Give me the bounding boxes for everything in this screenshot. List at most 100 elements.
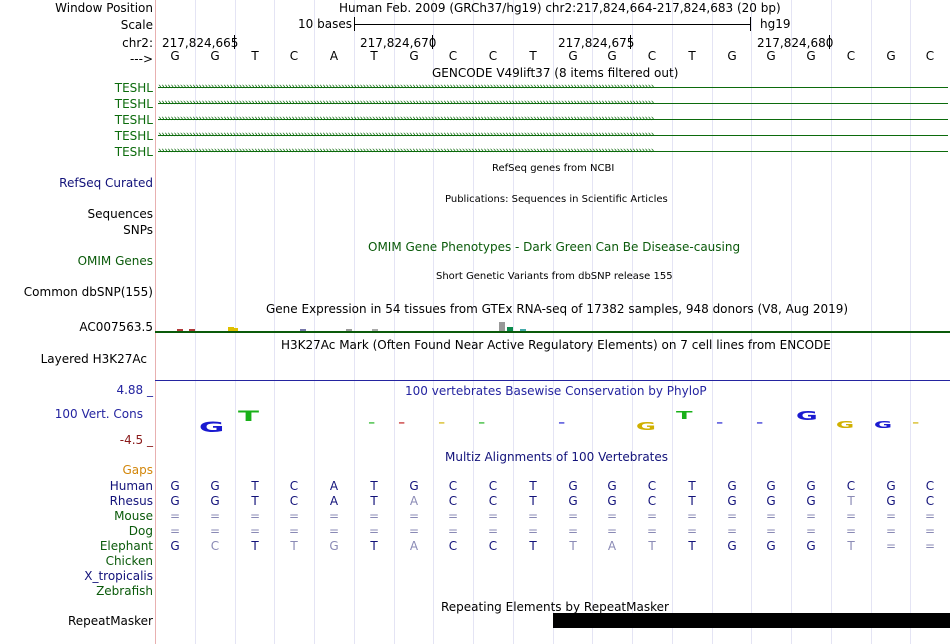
alignment-base: = xyxy=(328,524,340,538)
gencode-item-label[interactable]: TESHL xyxy=(114,129,153,143)
gencode-item-label[interactable]: TESHL xyxy=(114,113,153,127)
refseq-track-title[interactable]: RefSeq genes from NCBI xyxy=(492,163,615,174)
coord-tick xyxy=(432,35,433,49)
base-guide-line xyxy=(751,0,752,644)
alignment-base: = xyxy=(885,524,897,538)
gencode-transcript-line[interactable] xyxy=(158,119,948,120)
alignment-base: = xyxy=(765,509,777,523)
alignment-base: C xyxy=(488,494,498,508)
base-letter: C xyxy=(925,49,935,63)
refseq-track-label[interactable]: RefSeq Curated xyxy=(59,176,153,190)
base-guide-line xyxy=(553,0,554,644)
alignment-base: G xyxy=(766,494,776,508)
h3k27ac-track-title[interactable]: H3K27Ac Mark (Often Found Near Active Re… xyxy=(281,338,831,352)
alignment-base: C xyxy=(925,479,935,493)
phylop-base-glyph: T xyxy=(676,409,693,422)
alignment-base: G xyxy=(607,479,617,493)
gencode-item-label[interactable]: TESHL xyxy=(114,97,153,111)
species-label[interactable]: Elephant xyxy=(99,539,153,553)
alignment-base: C xyxy=(448,494,458,508)
alignment-base: T xyxy=(529,494,537,508)
alignment-base: G xyxy=(568,479,578,493)
gtex-tissue-bar[interactable] xyxy=(232,328,238,331)
alignment-base: T xyxy=(688,479,696,493)
alignment-base: C xyxy=(488,479,498,493)
alignment-base: T xyxy=(290,539,298,553)
alignment-base: = xyxy=(686,509,698,523)
alignment-base: = xyxy=(646,509,658,523)
gencode-transcript-line[interactable] xyxy=(158,151,948,152)
phylop-track-title[interactable]: 100 vertebrates Basewise Conservation by… xyxy=(405,384,707,398)
alignment-base: T xyxy=(529,479,537,493)
phylop-base-glyph: - xyxy=(912,418,920,427)
gtex-tissue-bar[interactable] xyxy=(507,327,513,331)
gtex-tissue-bar[interactable] xyxy=(228,327,234,331)
alignment-base: T xyxy=(370,494,378,508)
chrom-label: chr2: xyxy=(122,36,153,50)
alignment-base: = xyxy=(805,509,817,523)
gtex-tissue-bar[interactable] xyxy=(499,322,505,331)
repeatmasker-track-label[interactable]: RepeatMasker xyxy=(67,614,153,628)
sequences-track-label[interactable]: Sequences xyxy=(87,207,153,221)
alignment-base: T xyxy=(688,539,696,553)
alignment-base: C xyxy=(647,479,657,493)
alignment-base: T xyxy=(251,539,259,553)
base-letter: G xyxy=(210,49,220,63)
gencode-track-title[interactable]: GENCODE V49lift37 (8 items filtered out) xyxy=(432,66,679,80)
repeatmasker-track-title[interactable]: Repeating Elements by RepeatMasker xyxy=(441,600,669,614)
gtex-tissue-bar[interactable] xyxy=(346,329,352,331)
snps-track-label[interactable]: SNPs xyxy=(123,223,153,237)
coord-label: 217,824,665 xyxy=(162,36,239,50)
gtex-tissue-bar[interactable] xyxy=(372,329,378,331)
base-letter: A xyxy=(329,49,339,63)
species-label[interactable]: X_tropicalis xyxy=(84,569,153,583)
gencode-item-label[interactable]: TESHL xyxy=(114,145,153,159)
gencode-transcript-line[interactable] xyxy=(158,135,948,136)
gencode-strand-arrows: ››››››››››››››››››››››››››››››››››››››››… xyxy=(158,130,654,140)
alignment-base: = xyxy=(726,509,738,523)
alignment-base: G xyxy=(727,494,737,508)
gencode-transcript-line[interactable] xyxy=(158,87,948,88)
gtex-tissue-bar[interactable] xyxy=(177,329,183,331)
dbsnp-track-title[interactable]: Short Genetic Variants from dbSNP releas… xyxy=(436,271,673,282)
gtex-track-title[interactable]: Gene Expression in 54 tissues from GTEx … xyxy=(266,302,849,316)
gencode-transcript-line[interactable] xyxy=(158,103,948,104)
species-label[interactable]: Rhesus xyxy=(109,494,153,508)
alignment-base: = xyxy=(646,524,658,538)
omim-track-label[interactable]: OMIM Genes xyxy=(77,254,153,268)
species-label[interactable]: Human xyxy=(109,479,153,493)
phylop-base-glyph: G xyxy=(796,409,818,423)
phylop-track-label[interactable]: 100 Vert. Cons xyxy=(54,407,143,421)
dbsnp-track-label[interactable]: Common dbSNP(155) xyxy=(23,285,153,299)
base-guide-line xyxy=(473,0,474,644)
publications-track-title[interactable]: Publications: Sequences in Scientific Ar… xyxy=(445,194,668,205)
species-label[interactable]: Dog xyxy=(128,524,153,538)
species-label[interactable]: Zebrafish xyxy=(96,584,153,598)
base-guide-line xyxy=(195,0,196,644)
gaps-label[interactable]: Gaps xyxy=(122,463,153,477)
gtex-track-label[interactable]: AC007563.5 xyxy=(79,320,153,334)
alignment-base: = xyxy=(885,539,897,553)
gtex-tissue-bar[interactable] xyxy=(189,329,195,331)
h3k27ac-track-label[interactable]: Layered H3K27Ac xyxy=(40,352,147,366)
gtex-tissue-bar[interactable] xyxy=(520,329,526,331)
omim-track-title[interactable]: OMIM Gene Phenotypes - Dark Green Can Be… xyxy=(368,240,741,254)
multiz-track-title[interactable]: Multiz Alignments of 100 Vertebrates xyxy=(445,450,669,464)
repeatmasker-element[interactable] xyxy=(553,613,950,628)
alignment-base: = xyxy=(408,524,420,538)
alignment-base: C xyxy=(488,539,498,553)
scale-bar-right-tick xyxy=(750,17,751,31)
gencode-strand-arrows: ››››››››››››››››››››››››››››››››››››››››… xyxy=(158,82,654,92)
alignment-base: C xyxy=(647,494,657,508)
gencode-item-label[interactable]: TESHL xyxy=(114,81,153,95)
base-guide-line xyxy=(394,0,395,644)
alignment-base: = xyxy=(288,509,300,523)
alignment-base: C xyxy=(289,479,299,493)
gtex-tissue-bar[interactable] xyxy=(300,329,306,331)
alignment-base: = xyxy=(924,509,936,523)
base-guide-line xyxy=(632,0,633,644)
alignment-base: G xyxy=(210,479,220,493)
alignment-base: = xyxy=(805,524,817,538)
species-label[interactable]: Chicken xyxy=(105,554,153,568)
species-label[interactable]: Mouse xyxy=(114,509,153,523)
